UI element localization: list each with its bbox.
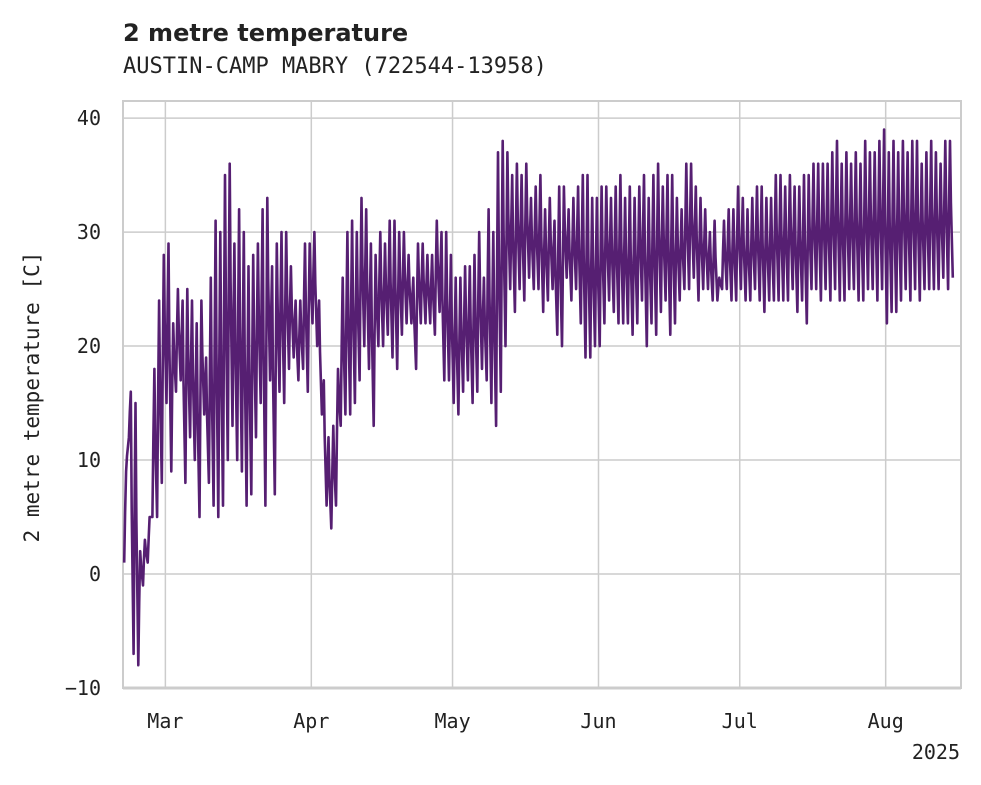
x-tick-label: May: [434, 709, 470, 733]
y-tick-label: 20: [77, 334, 101, 358]
temperature-series: [122, 128, 955, 667]
y-tick-label: 0: [89, 562, 101, 586]
x-tick-label: Mar: [147, 709, 183, 733]
y-axis-ticks: −10 0 10 20 30 40: [65, 106, 101, 700]
y-tick-label: 40: [77, 106, 101, 130]
x-tick-label: Jul: [722, 709, 758, 733]
y-tick-label: −10: [65, 676, 101, 700]
y-axis-label: 2 metre temperature [C]: [20, 252, 44, 543]
y-tick-label: 10: [77, 448, 101, 472]
x-tick-label: Jun: [580, 709, 616, 733]
x-axis-year-label: 2025: [912, 740, 960, 764]
x-tick-label: Aug: [868, 709, 904, 733]
y-tick-label: 30: [77, 220, 101, 244]
chart-subtitle: AUSTIN-CAMP MABRY (722544-13958): [123, 54, 547, 79]
x-tick-label: Apr: [293, 709, 329, 733]
chart-title: 2 metre temperature: [123, 19, 408, 47]
x-axis-ticks: Mar Apr May Jun Jul Aug: [147, 709, 903, 733]
temperature-line: [122, 128, 955, 667]
